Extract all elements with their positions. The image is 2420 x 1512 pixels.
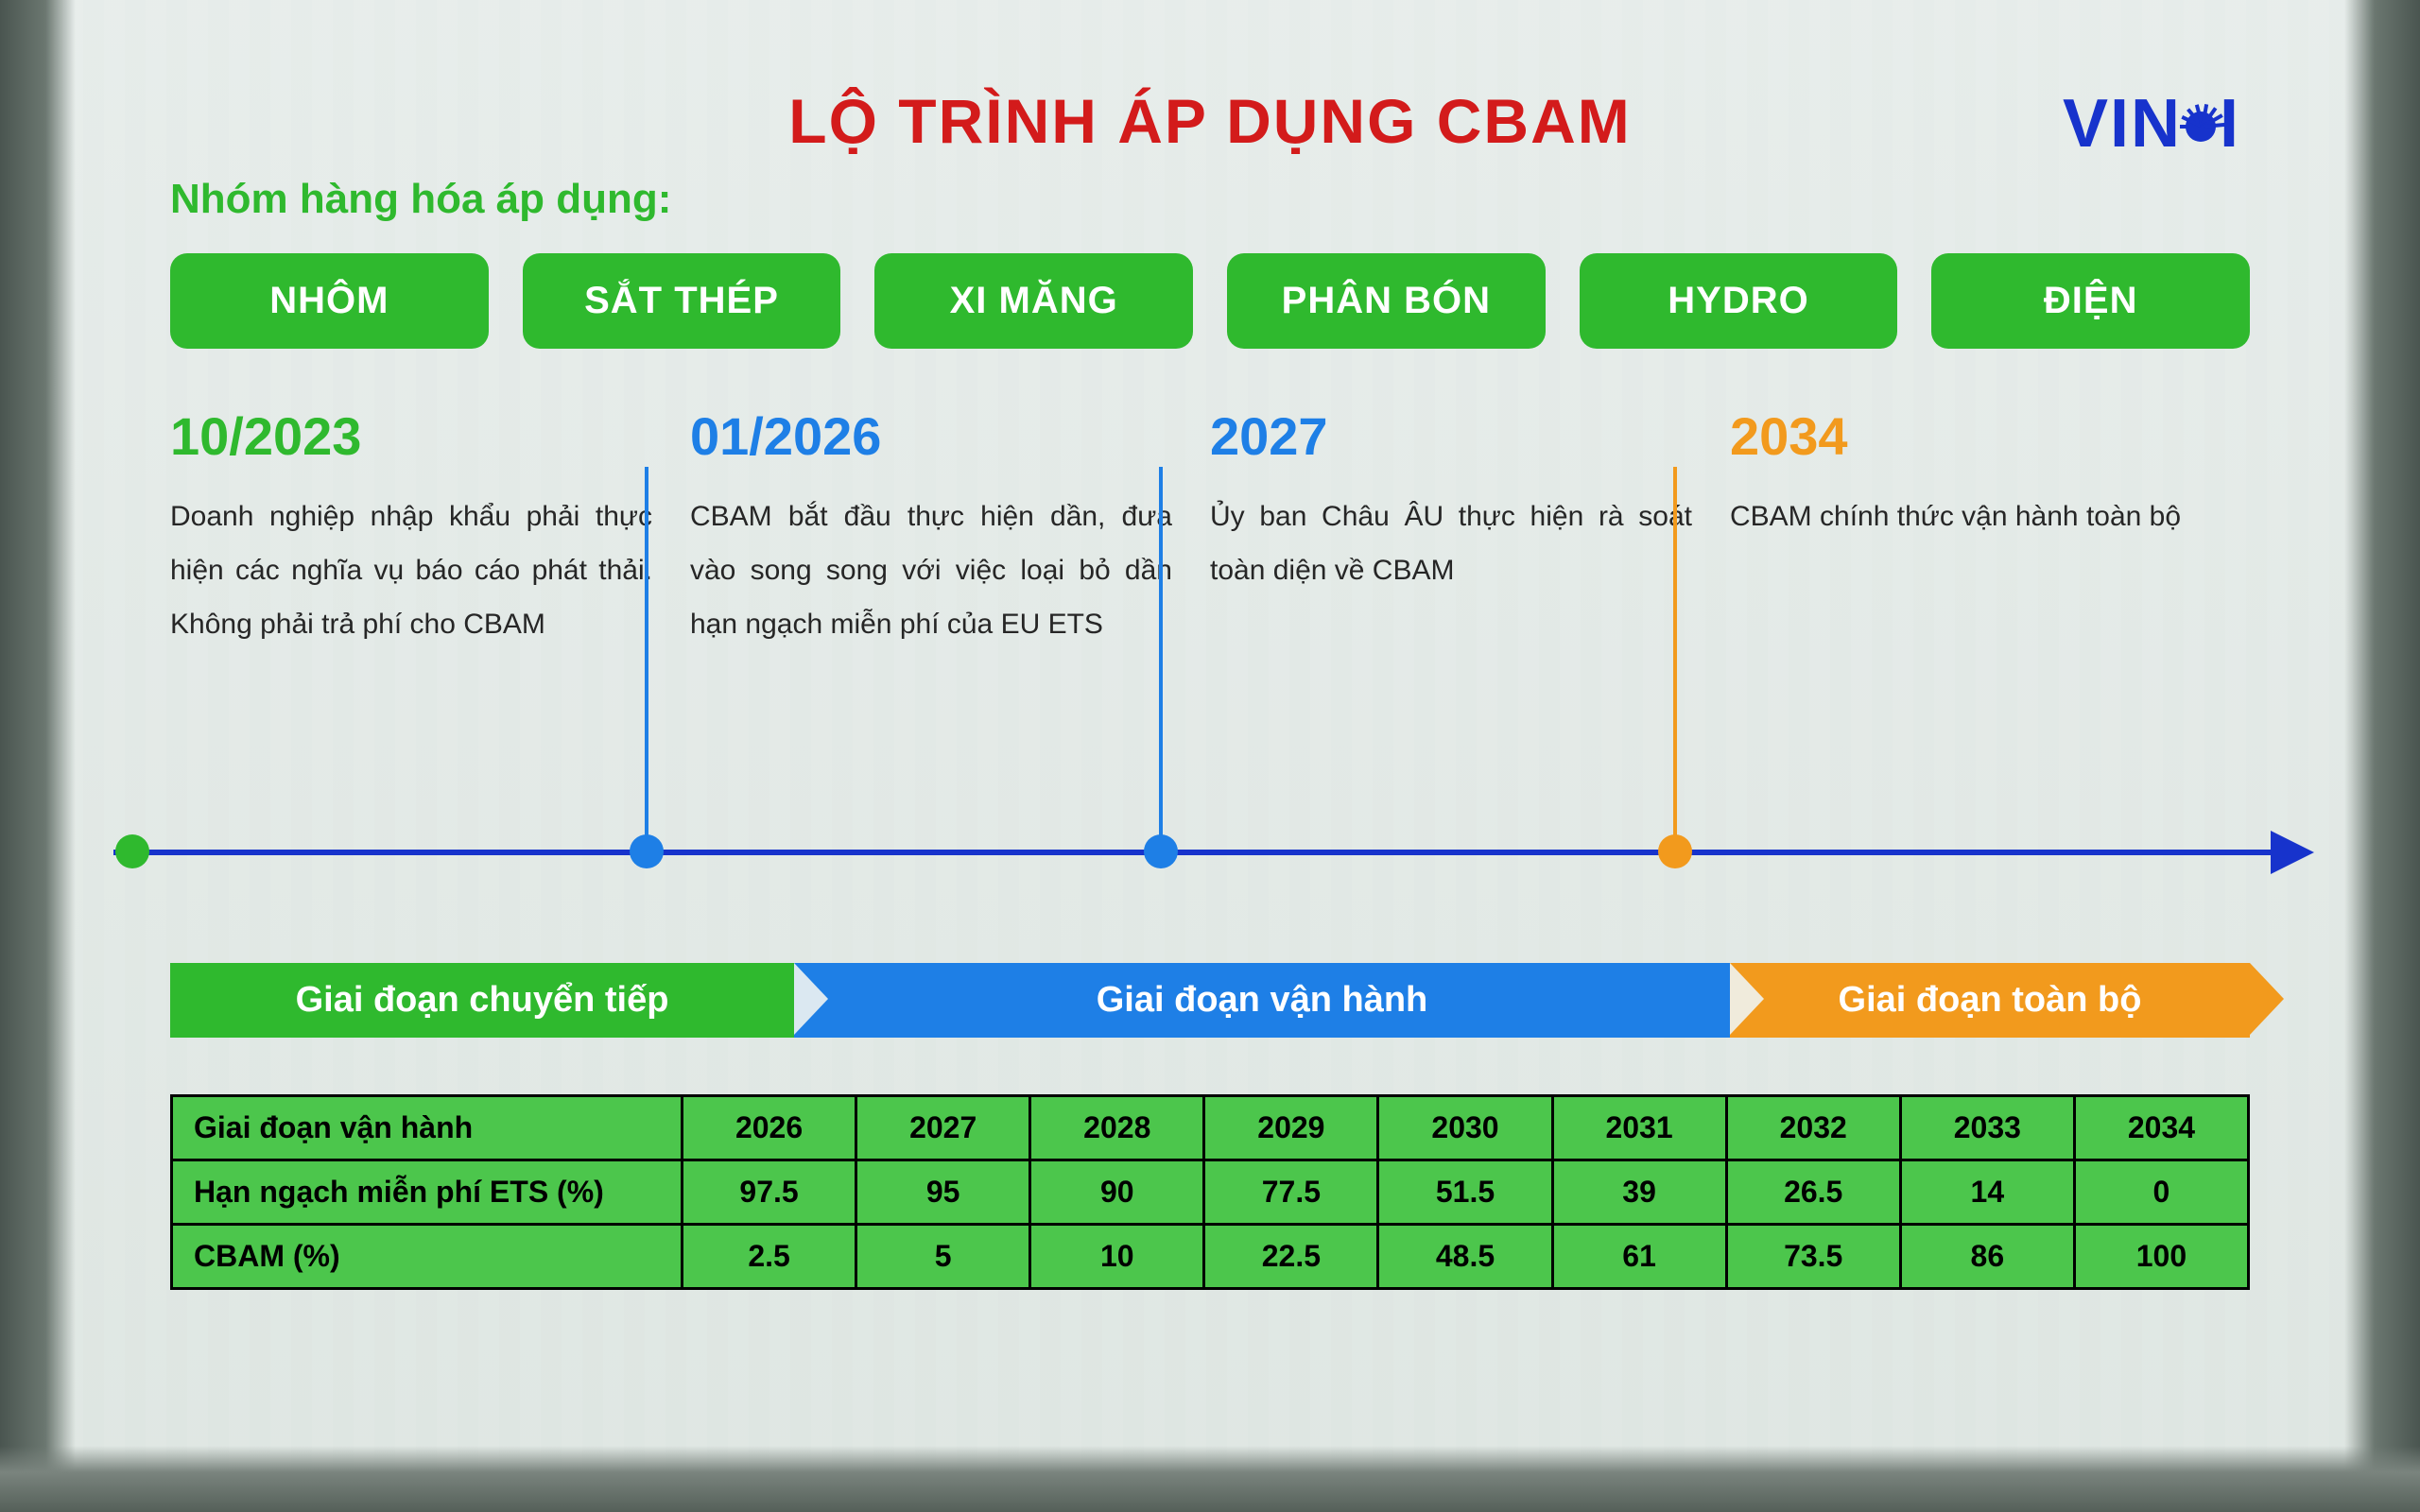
- table-cell: 77.5: [1204, 1160, 1378, 1225]
- table-header-year: 2028: [1030, 1096, 1204, 1160]
- table-cell: 51.5: [1378, 1160, 1552, 1225]
- timeline-year: 10/2023: [170, 405, 652, 467]
- timeline-year: 2027: [1210, 405, 1692, 467]
- table-header-year: 2030: [1378, 1096, 1552, 1160]
- table-cell: 73.5: [1726, 1225, 1900, 1289]
- table-row: CBAM (%)2.551022.548.56173.586100: [172, 1225, 2249, 1289]
- timeline-year: 01/2026: [690, 405, 1172, 467]
- timeline-desc: Ủy ban Châu ÂU thực hiện rà soát toàn di…: [1210, 490, 1692, 597]
- category-0: NHÔM: [170, 253, 489, 349]
- table-cell: 10: [1030, 1225, 1204, 1289]
- logo-text-a: VIN: [2063, 85, 2182, 163]
- table-cell: 86: [1900, 1225, 2074, 1289]
- bg-edge-bottom: [0, 1446, 2420, 1512]
- timeline: 10/2023 Doanh nghiệp nhập khẩu phải thực …: [170, 405, 2250, 897]
- timeline-stem-3: [1673, 467, 1677, 850]
- category-1: SẮT THÉP: [523, 253, 841, 349]
- table-row-label: Hạn ngạch miễn phí ETS (%): [172, 1160, 683, 1225]
- table-header-label: Giai đoạn vận hành: [172, 1096, 683, 1160]
- timeline-axis: [113, 850, 2307, 855]
- table-header-year: 2029: [1204, 1096, 1378, 1160]
- table-row: Hạn ngạch miễn phí ETS (%)97.5959077.551…: [172, 1160, 2249, 1225]
- table-cell: 14: [1900, 1160, 2074, 1225]
- table-cell: 39: [1552, 1160, 1726, 1225]
- phase-0: Giai đoạn chuyển tiếp: [170, 963, 794, 1038]
- phase-2: Giai đoạn toàn bộ: [1730, 963, 2250, 1038]
- table-header-year: 2033: [1900, 1096, 2074, 1160]
- timeline-entry-1: 01/2026 CBAM bắt đầu thực hiện dần, đưa v…: [690, 405, 1210, 897]
- page: VIN I LỘ TRÌNH ÁP DỤNG CBAM Nhóm hàng hó…: [0, 0, 2420, 1347]
- table-cell: 100: [2074, 1225, 2248, 1289]
- timeline-stem-1: [645, 467, 648, 850]
- table-header-year: 2031: [1552, 1096, 1726, 1160]
- category-2: XI MĂNG: [874, 253, 1193, 349]
- timeline-year: 2034: [1730, 405, 2212, 467]
- table-cell: 22.5: [1204, 1225, 1378, 1289]
- table-row-label: CBAM (%): [172, 1225, 683, 1289]
- table-cell: 95: [856, 1160, 1030, 1225]
- phase-row: Giai đoạn chuyển tiếpGiai đoạn vận hànhG…: [170, 963, 2250, 1038]
- timeline-entry-2: 2027 Ủy ban Châu ÂU thực hiện rà soát toà…: [1210, 405, 1730, 897]
- phase-1: Giai đoạn vận hành: [794, 963, 1730, 1038]
- timeline-desc: CBAM chính thức vận hành toàn bộ: [1730, 490, 2212, 543]
- table-header-year: 2034: [2074, 1096, 2248, 1160]
- category-row: NHÔM SẮT THÉP XI MĂNG PHÂN BÓN HYDRO ĐIỆN: [170, 253, 2250, 349]
- table-cell: 97.5: [683, 1160, 856, 1225]
- category-5: ĐIỆN: [1931, 253, 2250, 349]
- vinci-logo: VIN I: [2063, 85, 2240, 163]
- subheading: Nhóm hàng hóa áp dụng:: [170, 176, 2250, 223]
- table-cell: 26.5: [1726, 1160, 1900, 1225]
- timeline-desc: Doanh nghiệp nhập khẩu phải thực hiện cá…: [170, 490, 652, 651]
- timeline-desc: CBAM bắt đầu thực hiện dần, đưa vào song…: [690, 490, 1172, 651]
- logo-sun-icon: [2176, 102, 2225, 151]
- timeline-entry-3: 2034 CBAM chính thức vận hành toàn bộ: [1730, 405, 2250, 897]
- table-cell: 2.5: [683, 1225, 856, 1289]
- table-header-year: 2026: [683, 1096, 856, 1160]
- timeline-stem-2: [1159, 467, 1163, 850]
- category-3: PHÂN BÓN: [1227, 253, 1546, 349]
- table-header-year: 2027: [856, 1096, 1030, 1160]
- table-cell: 0: [2074, 1160, 2248, 1225]
- data-table: Giai đoạn vận hành2026202720282029203020…: [170, 1094, 2250, 1290]
- timeline-entry-0: 10/2023 Doanh nghiệp nhập khẩu phải thực …: [170, 405, 690, 897]
- table-cell: 5: [856, 1225, 1030, 1289]
- category-4: HYDRO: [1580, 253, 1898, 349]
- table-cell: 90: [1030, 1160, 1204, 1225]
- page-title: LỘ TRÌNH ÁP DỤNG CBAM: [170, 85, 2250, 157]
- table-header-year: 2032: [1726, 1096, 1900, 1160]
- timeline-dot-0: [115, 834, 149, 868]
- table-cell: 61: [1552, 1225, 1726, 1289]
- table-cell: 48.5: [1378, 1225, 1552, 1289]
